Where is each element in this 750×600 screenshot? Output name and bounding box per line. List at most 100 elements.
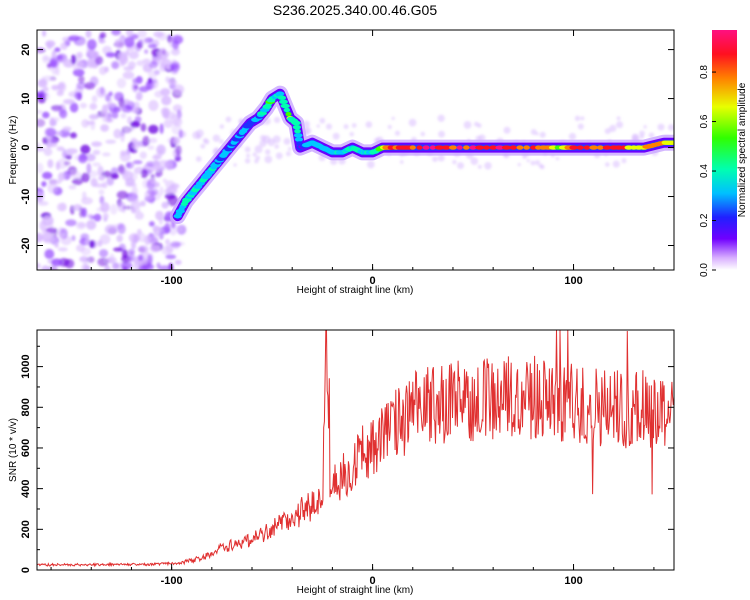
noise-blob — [174, 156, 182, 162]
noise-blob — [148, 137, 158, 144]
noise-blob — [457, 162, 465, 170]
noise-blob — [574, 115, 581, 122]
noise-blob — [92, 149, 101, 155]
noise-blob — [273, 116, 281, 124]
noise-blob — [437, 114, 445, 122]
noise-blob — [148, 235, 159, 245]
noise-blob — [170, 48, 181, 56]
noise-blob — [100, 202, 110, 213]
noise-blob — [171, 39, 179, 50]
noise-blob — [98, 249, 109, 258]
noise-blob — [108, 91, 113, 97]
noise-blob — [89, 240, 96, 249]
signal-blob — [422, 145, 430, 150]
noise-blob — [51, 84, 60, 91]
noise-blob — [164, 222, 171, 234]
noise-blob — [116, 234, 123, 243]
noise-blob — [233, 163, 237, 167]
noise-blob — [172, 84, 185, 95]
noise-blob — [56, 54, 64, 60]
noise-blob — [640, 134, 644, 139]
noise-blob — [78, 75, 85, 84]
noise-blob — [90, 50, 100, 59]
noise-blob — [612, 160, 620, 168]
noise-blob — [57, 247, 68, 252]
noise-blob — [165, 76, 171, 83]
signal-blob — [294, 129, 301, 134]
noise-blob — [408, 118, 417, 127]
noise-blob — [163, 119, 173, 128]
noise-blob — [316, 124, 320, 128]
noise-blob — [71, 235, 76, 242]
noise-blob — [45, 40, 56, 48]
noise-blob — [283, 137, 291, 145]
noise-blob — [116, 190, 129, 200]
noise-blob — [130, 201, 142, 209]
noise-blob — [69, 170, 82, 179]
noise-blob — [59, 232, 65, 239]
signal-blob — [569, 145, 578, 150]
noise-blob — [122, 205, 134, 210]
noise-blob — [568, 132, 577, 141]
noise-blob — [539, 131, 546, 138]
signal-blob — [449, 145, 457, 150]
noise-blob — [274, 144, 280, 149]
signal-blob — [456, 145, 463, 150]
noise-blob — [252, 152, 257, 157]
noise-blob — [91, 141, 103, 147]
noise-blob — [137, 228, 142, 235]
noise-blob — [119, 151, 131, 162]
noise-blob — [81, 119, 90, 128]
noise-blob — [577, 123, 584, 130]
noise-blob — [86, 219, 97, 230]
noise-blob — [170, 241, 182, 248]
signal-blob — [501, 145, 512, 150]
noise-blob — [643, 125, 647, 129]
noise-blob — [128, 233, 141, 243]
chart-title: S236.2025.340.00.46.G05 — [273, 2, 437, 18]
noise-blob — [473, 121, 479, 127]
x-tick-label: 100 — [564, 575, 582, 587]
noise-blob — [212, 134, 221, 143]
noise-blob — [165, 238, 170, 245]
noise-blob — [140, 38, 149, 45]
noise-blob — [71, 54, 77, 65]
noise-blob — [104, 224, 117, 235]
noise-blob — [399, 160, 404, 164]
noise-blob — [138, 232, 146, 243]
noise-blob — [148, 99, 159, 111]
noise-blob — [172, 136, 181, 145]
spectrogram-xlabel: Height of straight line (km) — [297, 285, 414, 296]
signal-blob — [596, 145, 604, 150]
noise-blob — [264, 155, 273, 164]
noise-blob — [477, 164, 482, 169]
x-tick-label: -100 — [161, 575, 183, 587]
noise-blob — [127, 116, 132, 125]
noise-blob — [85, 237, 91, 246]
colorbar-tick-label: 0.6 — [699, 114, 710, 128]
noise-blob — [113, 106, 121, 113]
noise-blob — [37, 201, 49, 206]
noise-blob — [37, 162, 44, 174]
noise-blob — [75, 221, 86, 230]
noise-blob — [60, 42, 68, 51]
colorbar-ticks: 0.0 0.2 0.4 0.6 0.8 — [699, 65, 716, 277]
noise-blob — [142, 58, 151, 64]
noise-blob — [116, 78, 127, 89]
noise-blob — [124, 128, 130, 133]
noise-blob — [164, 188, 173, 195]
noise-blob — [605, 162, 610, 167]
noise-blob — [432, 156, 438, 163]
noise-blob — [111, 61, 120, 70]
noise-blob — [107, 102, 118, 108]
noise-blob — [192, 131, 200, 139]
noise-blob — [80, 247, 92, 256]
noise-blob — [437, 154, 445, 162]
signal-blob — [509, 145, 517, 150]
noise-blob — [131, 186, 138, 197]
noise-blob — [98, 189, 105, 195]
noise-blob — [65, 219, 77, 227]
noise-blob — [80, 144, 91, 155]
noise-blob — [44, 249, 55, 260]
